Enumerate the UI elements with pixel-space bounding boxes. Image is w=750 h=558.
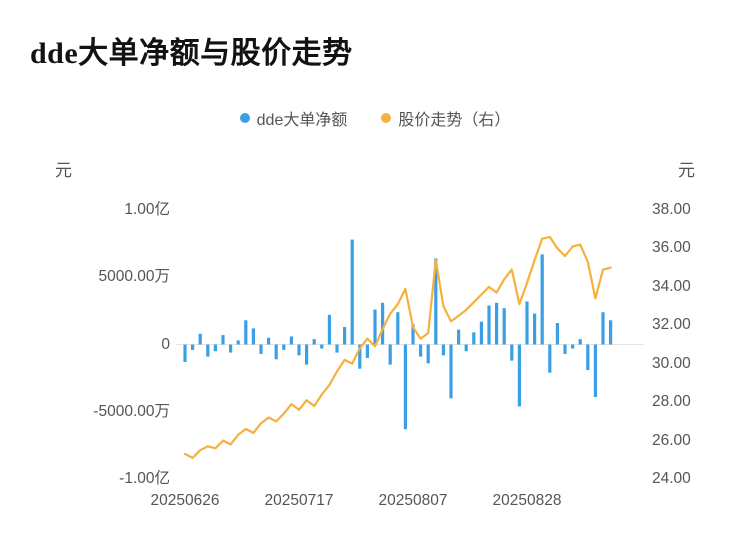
left-axis-tick: -1.00亿 — [119, 470, 170, 487]
x-axis-label: 20250807 — [378, 492, 448, 509]
right-axis-tick: 34.00 — [652, 277, 691, 295]
right-axis-tick: 30.00 — [652, 354, 691, 372]
legend-item-price-trend[interactable]: 股价走势（右） — [381, 106, 510, 130]
legend: dde大单净额 股价走势（右） — [0, 106, 750, 130]
right-axis-tick: 28.00 — [652, 393, 691, 411]
left-axis-tick: -5000.00万 — [93, 402, 170, 420]
x-axis-label: 20250626 — [150, 492, 220, 509]
right-axis-tick: 26.00 — [652, 431, 691, 449]
right-axis-tick: 38.00 — [652, 201, 691, 218]
x-axis-label: 20250717 — [264, 492, 334, 509]
x-axis-label: 20250828 — [492, 492, 562, 509]
legend-item-dde-net[interactable]: dde大单净额 — [239, 106, 348, 130]
left-axis-tick: 0 — [161, 335, 170, 353]
legend-label-price-trend: 股价走势（右） — [398, 112, 511, 129]
legend-line-marker-icon — [381, 113, 392, 123]
legend-label-dde-net: dde大单净额 — [256, 112, 348, 129]
left-axis-unit: 元 — [55, 161, 72, 180]
right-axis-tick: 36.00 — [652, 239, 691, 257]
right-axis-tick: 32.00 — [652, 316, 691, 334]
chart-title: dde大单净额与股价走势 — [30, 37, 353, 70]
right-axis-tick: 24.00 — [652, 470, 691, 487]
right-axis-unit: 元 — [678, 161, 695, 180]
left-axis-tick: 1.00亿 — [124, 201, 170, 218]
left-axis-tick: 5000.00万 — [98, 268, 170, 286]
legend-bar-marker-icon — [239, 113, 250, 123]
